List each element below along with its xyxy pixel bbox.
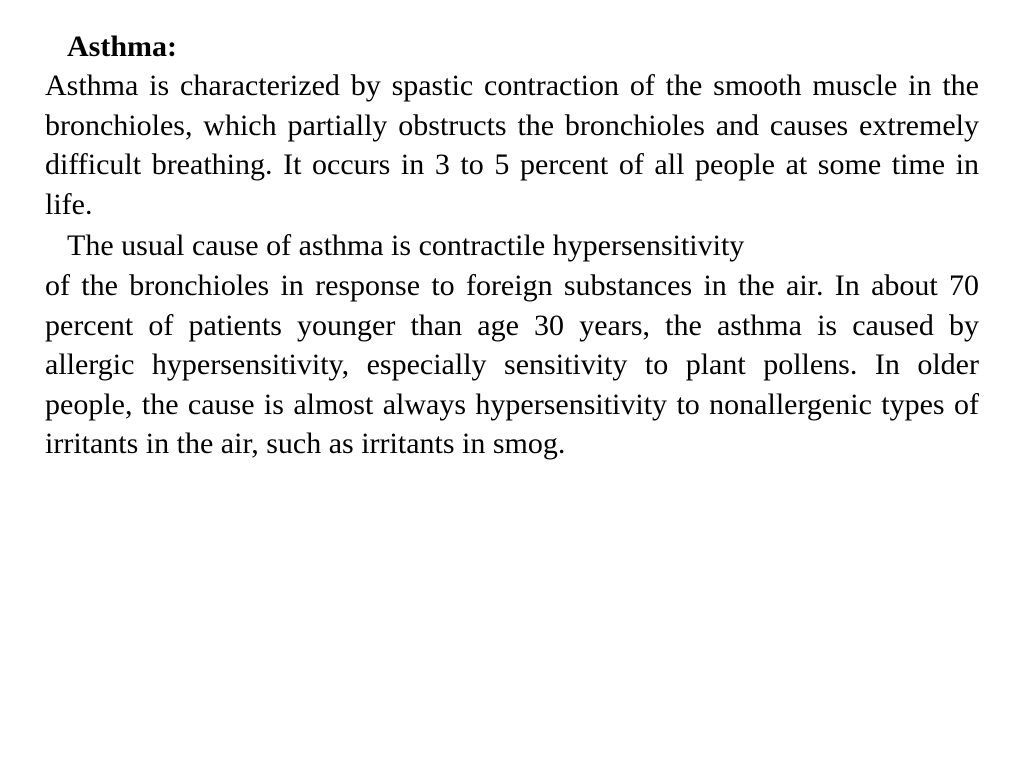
paragraph-2-rest: of the bronchioles in response to foreig…: [45, 266, 979, 464]
paragraph-2-first-line: The usual cause of asthma is contractile…: [67, 226, 979, 266]
paragraph-1: Asthma is characterized by spastic contr…: [45, 66, 979, 224]
document-content: Asthma: Asthma is characterized by spast…: [45, 30, 979, 464]
section-heading: Asthma:: [67, 30, 979, 64]
